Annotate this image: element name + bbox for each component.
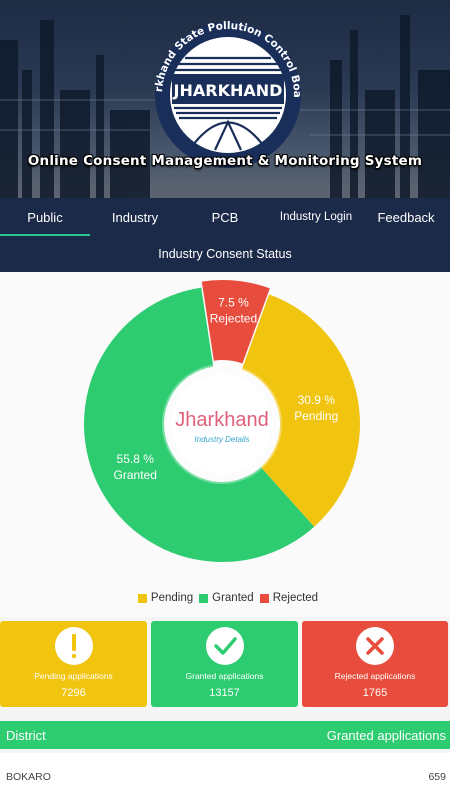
tab-public[interactable]: Public — [0, 198, 90, 236]
tab-feedback[interactable]: Feedback — [377, 209, 435, 225]
slice-value-rejected: 7.5 % — [218, 296, 249, 310]
slice-name-pending: Pending — [294, 409, 338, 423]
pie-slice-rejected[interactable] — [201, 280, 270, 364]
tab-industry[interactable]: Industry — [111, 209, 159, 225]
slice-value-granted: 55.8 % — [117, 452, 155, 466]
summary-cards: Pending applications 7296 Granted applic… — [0, 621, 450, 707]
legend-swatch-granted — [199, 593, 209, 603]
pie-slice-pending[interactable] — [241, 294, 360, 527]
logo-text: JHARKHAND — [173, 81, 283, 100]
slice-name-rejected: Rejected — [210, 312, 257, 326]
row-granted: 659 — [428, 770, 446, 783]
rejected-card[interactable]: Rejected applications 1765 — [302, 621, 448, 707]
legend-rejected: Rejected — [272, 592, 319, 604]
slice-value-pending: 30.9 % — [298, 393, 336, 407]
pending-card[interactable]: Pending applications 7296 — [0, 621, 147, 707]
legend-granted: Granted — [212, 592, 254, 604]
refinery-background: Jharkhand State Pollution Control Board … — [0, 0, 450, 198]
column-district: District — [6, 727, 46, 743]
legend-pending: Pending — [150, 592, 194, 604]
row-district: BOKARO — [6, 770, 51, 783]
donut-hole — [172, 374, 272, 474]
cross-icon — [356, 627, 394, 665]
consent-chart: 30.9 % Pending 55.8 % Granted 7.5 % Rejected J… — [0, 272, 450, 617]
tab-industry-login[interactable]: Industry Login — [279, 211, 353, 223]
system-subtitle: Online Consent Management & Monitoring S… — [27, 153, 423, 169]
rejected-card-label: Rejected applications — [334, 671, 416, 681]
district-table-header: District Granted applications — [0, 721, 450, 749]
legend-swatch-rejected — [259, 593, 269, 603]
checkmark-icon — [205, 627, 244, 665]
granted-card-label: Granted applications — [185, 671, 264, 681]
legend-swatch-pending — [137, 593, 147, 603]
pending-card-value: 7296 — [61, 687, 86, 699]
granted-card[interactable]: Granted applications 13157 — [151, 621, 298, 707]
table-row[interactable]: BOKARO 659 — [0, 753, 450, 800]
donut-chart: 30.9 % Pending 55.8 % Granted 7.5 % Rejected J… — [83, 280, 360, 562]
rejected-card-value: 1765 — [362, 687, 388, 699]
main-nav: Public Industry PCB Industry Login Feedb… — [0, 198, 450, 236]
tab-pcb[interactable]: PCB — [211, 209, 239, 225]
pie-slice-granted[interactable] — [83, 287, 315, 562]
pending-card-label: Pending applications — [34, 671, 113, 681]
granted-card-value: 13157 — [209, 687, 240, 699]
header-banner: Jharkhand State Pollution Control Board … — [0, 0, 450, 198]
chart-legend: Pending Granted Rejected — [0, 592, 450, 604]
slice-name-granted: Granted — [114, 468, 157, 482]
consent-status-title: Industry Consent Status — [0, 236, 450, 272]
column-granted: Granted applications — [326, 727, 446, 743]
exclamation-icon — [54, 627, 93, 665]
center-subtitle: Industry Details — [194, 435, 249, 444]
center-title: Jharkhand — [175, 409, 268, 431]
